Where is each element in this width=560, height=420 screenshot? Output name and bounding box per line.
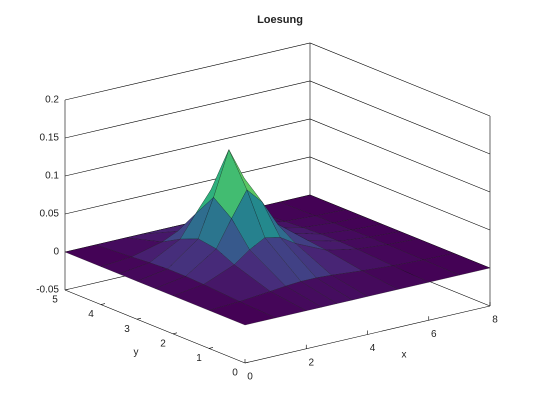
z-tick-label: 0.15: [40, 133, 60, 144]
y-tick-label: 5: [52, 295, 58, 306]
z-tick-label: 0.2: [45, 95, 59, 106]
grid-line: [64, 42, 491, 117]
x-tick-label: 2: [308, 357, 314, 368]
y-tick-label: 2: [160, 338, 166, 349]
y-axis: [64, 289, 246, 364]
chart-title: Loesung: [257, 14, 303, 26]
y-tick: [208, 347, 214, 349]
y-tick-label: 3: [124, 324, 130, 335]
z-tick-label: 0.05: [40, 209, 60, 220]
y-tick: [244, 361, 250, 364]
z-tick-label: -0.05: [36, 285, 59, 296]
z-tick-label: 0: [53, 247, 59, 258]
y-tick: [172, 332, 178, 335]
y-tick-label: 1: [196, 353, 202, 364]
y-axis-label: y: [134, 347, 139, 358]
surface-patch: [208, 301, 277, 326]
y-tick-label: 0: [232, 368, 238, 379]
x-tick-label: 0: [247, 372, 253, 383]
grid-line: [64, 80, 491, 155]
y-tick: [100, 303, 106, 305]
x-axis-label: x: [402, 349, 407, 360]
x-tick-label: 4: [370, 343, 376, 354]
y-tick: [64, 288, 70, 291]
x-tick-label: 6: [431, 329, 437, 340]
x-tick-label: 8: [492, 315, 498, 326]
z-tick-label: 0.1: [45, 171, 59, 182]
grid-line: [64, 118, 491, 193]
y-tick: [136, 317, 142, 320]
y-tick-label: 4: [88, 309, 94, 320]
